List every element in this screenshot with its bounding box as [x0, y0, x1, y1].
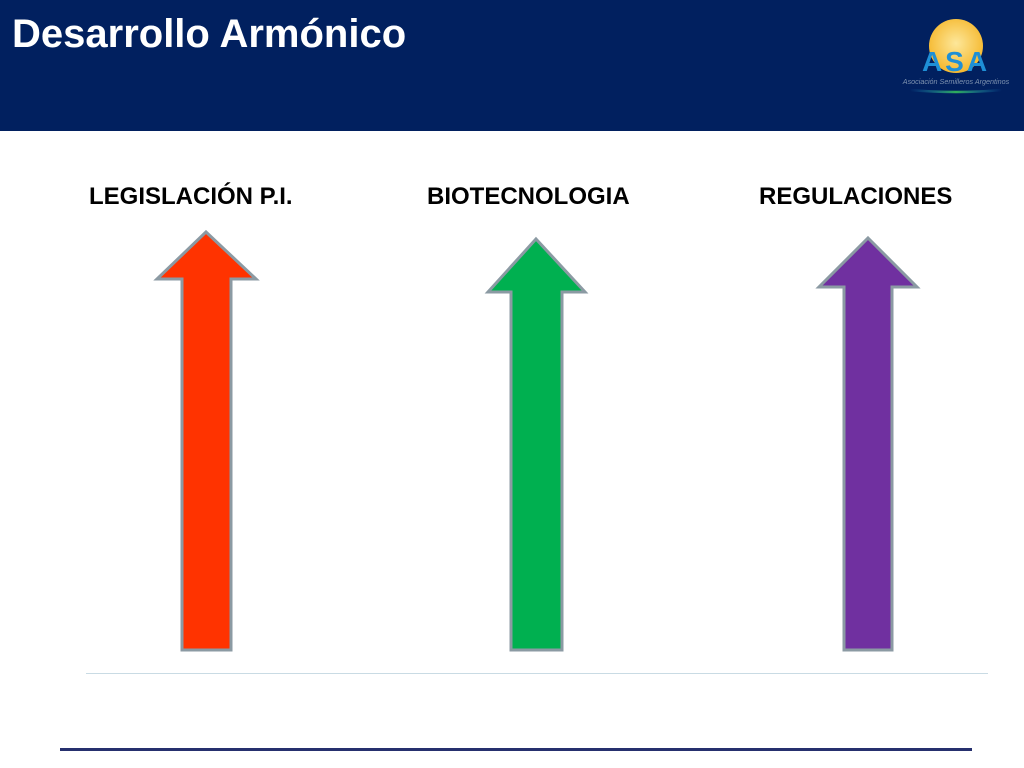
slide-title: Desarrollo Armónico: [12, 12, 407, 56]
arrow-purple-shape: [815, 235, 921, 652]
logo-swoosh: [909, 88, 1003, 94]
arrow-red-shape: [153, 229, 260, 652]
asa-logo: ASA Asociación Semilleros Argentinos: [902, 19, 1010, 94]
label-regulaciones: REGULACIONES: [759, 183, 953, 210]
baseline-divider: [86, 673, 988, 674]
footer-divider: [60, 748, 972, 751]
arrow-up-icon-legislacion: [153, 229, 260, 652]
logo-text: ASA: [922, 46, 990, 77]
label-biotecnologia: BIOTECNOLOGIA: [427, 183, 630, 210]
arrow-green-shape: [484, 236, 589, 652]
logo-subtitle: Asociación Semilleros Argentinos: [902, 77, 1010, 86]
arrow-up-icon-regulaciones: [815, 235, 921, 652]
label-legislacion: LEGISLACIÓN P.I.: [89, 183, 293, 210]
logo-sun-icon: [929, 19, 983, 73]
header-bar: Desarrollo Armónico ASA Asociación Semil…: [0, 0, 1024, 131]
arrow-up-icon-biotecnologia: [484, 236, 589, 652]
